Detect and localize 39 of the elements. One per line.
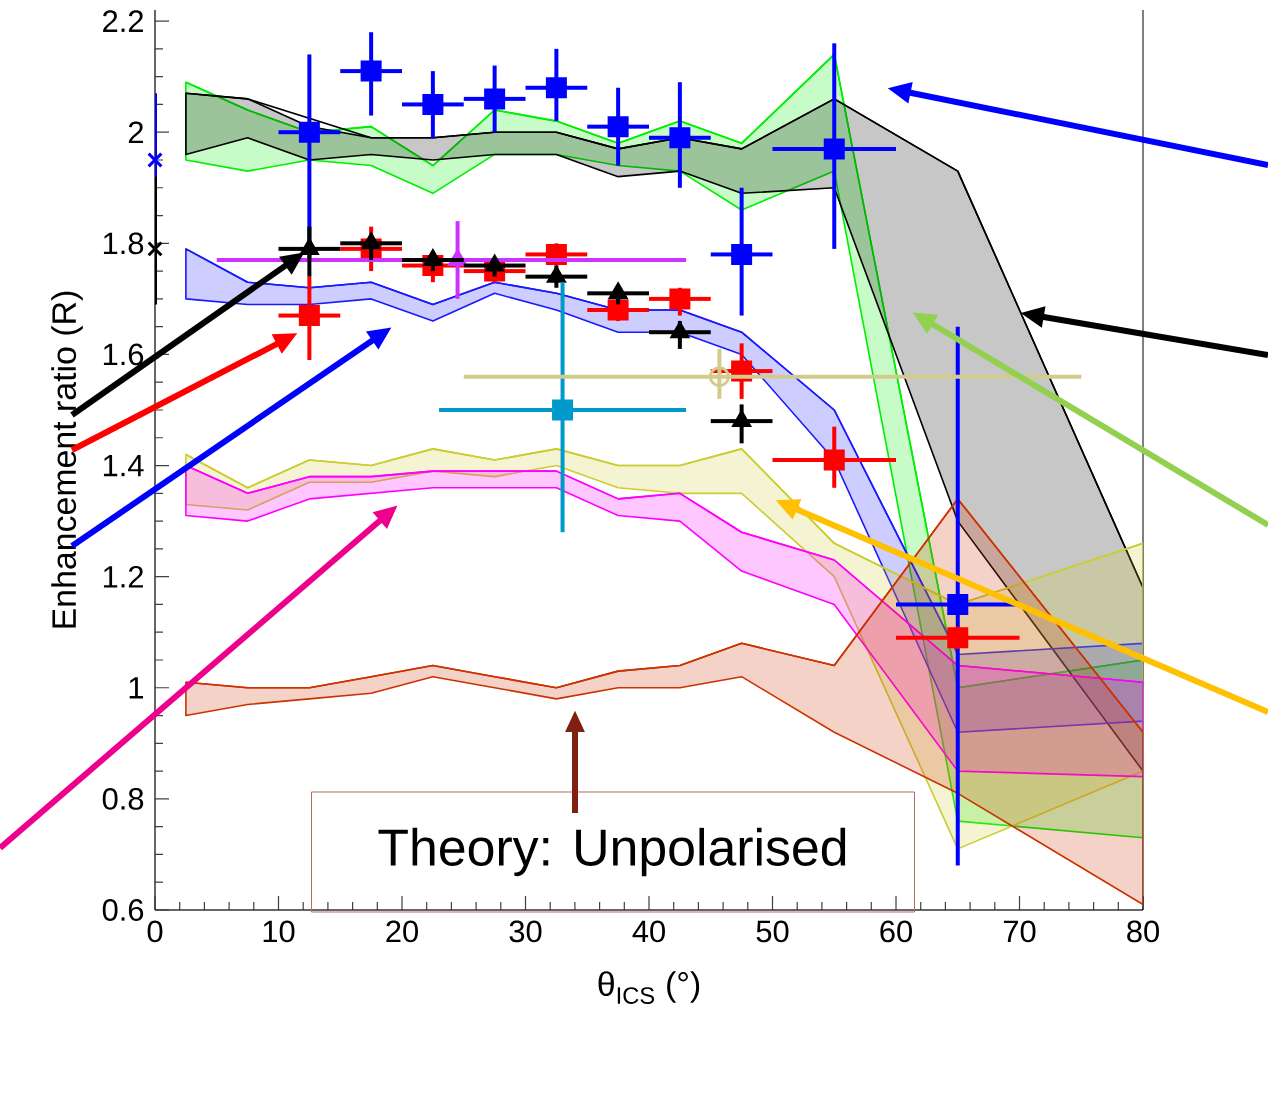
point <box>823 449 845 471</box>
y-tick-label: 1.2 <box>103 565 143 588</box>
point <box>147 241 163 257</box>
y-tick-label: 2 <box>128 121 143 143</box>
x-tick-label: 0 <box>147 920 163 943</box>
y-tick-label: 1.4 <box>103 454 144 477</box>
y-tick-label: 1.8 <box>103 232 144 255</box>
point <box>360 60 382 82</box>
point <box>823 138 845 160</box>
point <box>731 243 753 265</box>
x-tick-label: 80 <box>1127 920 1159 943</box>
point <box>484 88 506 110</box>
point <box>732 410 751 428</box>
x-tick-label: 10 <box>263 920 295 943</box>
x-tick-label: 30 <box>509 920 542 943</box>
y-tick-label: 1 <box>129 677 143 699</box>
point <box>607 116 629 138</box>
x-tick-label: 20 <box>386 920 418 943</box>
point <box>485 255 504 272</box>
x-tick-label: 40 <box>632 920 665 943</box>
point <box>669 127 691 149</box>
annotation: Theory: Unpolarised <box>378 827 846 877</box>
x-tick-label: 60 <box>880 920 912 943</box>
x-axis-title: θ$_{ICS}$ (°) <box>598 971 700 1004</box>
y-axis-title: Enhancement ratio (R) <box>51 291 83 628</box>
point <box>422 93 444 115</box>
y-tick-label: 0.6 <box>102 899 144 921</box>
point <box>147 152 163 168</box>
y-tick-label: 1.6 <box>103 343 144 366</box>
point <box>708 366 730 388</box>
x-tick-label: 50 <box>756 920 789 943</box>
x-tick-label: 70 <box>1003 920 1036 943</box>
point <box>298 305 320 327</box>
point <box>947 593 969 615</box>
point <box>552 399 574 421</box>
point <box>298 121 320 143</box>
y-tick-label: 2.2 <box>103 10 143 32</box>
point <box>545 77 567 99</box>
y-tick-label: 0.8 <box>102 787 144 810</box>
